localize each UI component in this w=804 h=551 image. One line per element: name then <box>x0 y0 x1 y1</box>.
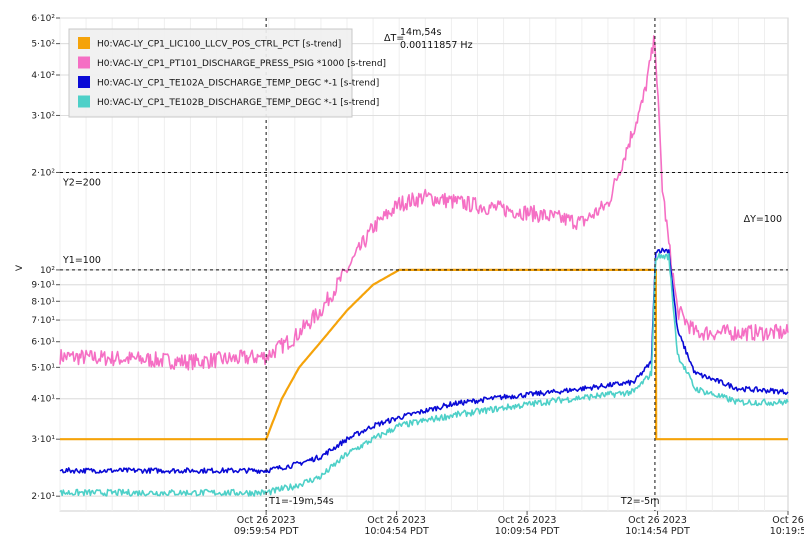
x-tick-label: 09:59:54 PDT <box>234 526 299 537</box>
legend-entry: H0:VAC-LY_CP1_TE102A_DISCHARGE_TEMP_DEGC… <box>97 79 379 89</box>
x-tick-label: Oct 26 2023 <box>367 515 426 526</box>
y-tick-label: 9·10¹ <box>31 281 55 291</box>
legend-entry: H0:VAC-LY_CP1_PT101_DISCHARGE_PRESS_PSIG… <box>97 59 386 69</box>
cursor-t1-label: T1=-19m,54s <box>268 496 334 507</box>
cursor-layer: T1=-19m,54s T2=-5m Y1=100 Y2=200 ΔT=14m,54s 0… <box>60 18 788 511</box>
x-tick-label: 10:14:54 PDT <box>625 526 690 537</box>
delta-t-label: ΔT= <box>384 33 404 44</box>
series-line-1 <box>59 268 789 441</box>
series-line-3 <box>59 247 789 474</box>
x-tick-label: 10:09:54 PDT <box>495 526 560 537</box>
legend-swatch <box>78 37 90 49</box>
series-layer <box>59 35 789 497</box>
x-tick-label: Oct 26 2023 <box>498 515 557 526</box>
y-tick-label: 8·10¹ <box>31 297 55 307</box>
x-tick-label: 10:04:54 PDT <box>364 526 429 537</box>
cursor-y2-label: Y2=200 <box>62 177 101 188</box>
cursor-t2-label: T2=-5m <box>620 496 660 507</box>
legend-box <box>68 28 353 118</box>
legend-entry: H0:VAC-LY_CP1_TE102B_DISCHARGE_TEMP_DEGC… <box>97 98 379 108</box>
x-tick-label: Oct 26 2023 <box>237 515 296 526</box>
y-tick-label: 7·10¹ <box>31 316 55 326</box>
y-tick-label: 4·10¹ <box>31 395 55 405</box>
cursor-y1-label: Y1=100 <box>62 255 101 266</box>
x-tick-label: Oct 26 <box>772 515 804 526</box>
legend: H0:VAC-LY_CP1_LIC100_LLCV_POS_CTRL_PCT [… <box>68 28 386 118</box>
legend-swatch <box>78 95 90 108</box>
x-tick-label: 10:19:5 <box>770 526 804 537</box>
y-tick-label: 5·10¹ <box>31 363 55 373</box>
delta-y-label: ΔY=100 <box>744 214 782 225</box>
axis-layer: 2·10¹ 3·10¹ 4·10¹ 5·10¹ 6·10¹ 7·10¹ 8·10¹ 9·10¹… <box>31 14 804 537</box>
y-tick-label: 4·10² <box>31 71 55 81</box>
y-tick-label: 6·10¹ <box>31 338 55 348</box>
delta-t-frequency: 0.00111857 Hz <box>400 40 473 51</box>
y-tick-label: 5·10² <box>31 40 55 50</box>
x-tick-label: Oct 26 2023 <box>628 515 687 526</box>
series-line-4 <box>59 252 789 497</box>
y-tick-label: 6·10² <box>31 14 55 24</box>
y-axis-label: V <box>15 264 25 271</box>
y-tick-label: 2·10² <box>31 168 55 178</box>
legend-entry: H0:VAC-LY_CP1_LIC100_LLCV_POS_CTRL_PCT [… <box>97 40 341 50</box>
y-tick-label: 10² <box>40 266 55 276</box>
series-line-2 <box>59 35 789 371</box>
y-tick-label: 2·10¹ <box>31 492 55 502</box>
delta-t-value: 14m,54s <box>400 27 441 38</box>
legend-swatch <box>78 76 90 88</box>
legend-swatch <box>78 56 90 69</box>
y-tick-label: 3·10¹ <box>31 435 55 445</box>
y-tick-label: 3·10² <box>31 111 55 121</box>
